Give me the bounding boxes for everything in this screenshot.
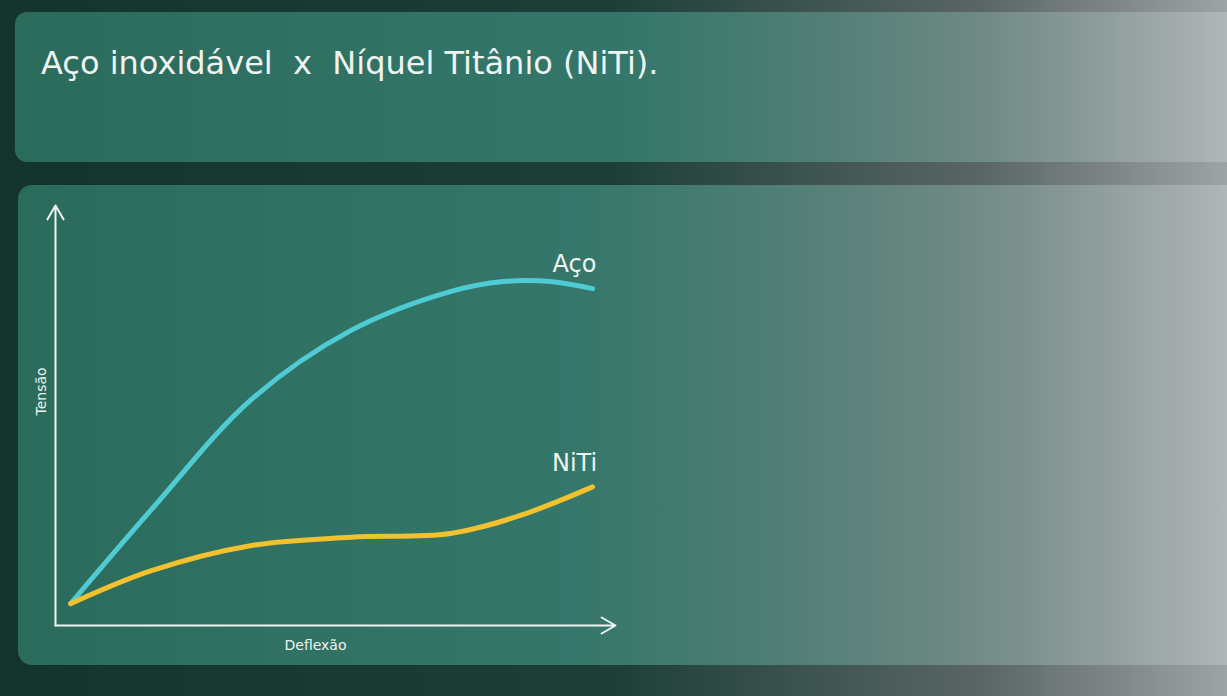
svg-text:Aço: Aço <box>553 250 597 278</box>
svg-text:NiTi: NiTi <box>552 449 597 477</box>
svg-text:Deflexão: Deflexão <box>284 637 346 653</box>
html-text:Aço inoxidável x Níquel Titâni: Aço inoxidável x Níquel Titânio (NiTi). <box>41 44 659 82</box>
svg-text:Tensão: Tensão <box>33 367 49 416</box>
